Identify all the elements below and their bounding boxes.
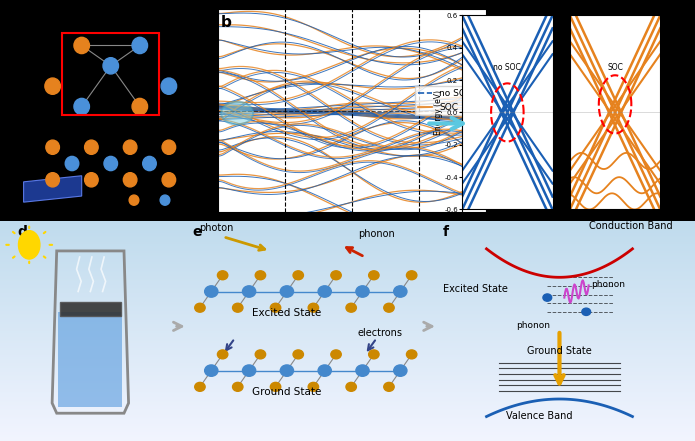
Text: Excited State: Excited State bbox=[443, 284, 507, 294]
Circle shape bbox=[46, 173, 59, 187]
Polygon shape bbox=[58, 312, 122, 407]
Circle shape bbox=[85, 173, 98, 187]
Circle shape bbox=[270, 382, 281, 391]
Circle shape bbox=[368, 350, 379, 359]
Circle shape bbox=[45, 78, 60, 94]
Circle shape bbox=[74, 37, 90, 54]
Circle shape bbox=[204, 365, 218, 376]
Circle shape bbox=[103, 58, 119, 74]
Circle shape bbox=[74, 98, 90, 115]
Circle shape bbox=[65, 157, 79, 171]
Legend: no SOC, SOC: no SOC, SOC bbox=[415, 86, 476, 115]
Circle shape bbox=[368, 271, 379, 280]
Y-axis label: Energy (eV): Energy (eV) bbox=[179, 78, 189, 143]
Circle shape bbox=[132, 98, 147, 115]
Circle shape bbox=[384, 303, 394, 312]
Polygon shape bbox=[24, 176, 82, 202]
Circle shape bbox=[233, 303, 243, 312]
Polygon shape bbox=[60, 302, 121, 316]
Circle shape bbox=[195, 382, 205, 391]
Circle shape bbox=[346, 303, 357, 312]
Circle shape bbox=[19, 231, 40, 259]
Circle shape bbox=[218, 271, 228, 280]
Circle shape bbox=[142, 157, 156, 171]
Text: Ground State: Ground State bbox=[527, 346, 592, 356]
Text: f: f bbox=[443, 224, 449, 239]
Circle shape bbox=[162, 173, 176, 187]
Circle shape bbox=[308, 303, 318, 312]
Circle shape bbox=[318, 286, 332, 297]
Ellipse shape bbox=[221, 102, 253, 124]
Circle shape bbox=[293, 350, 304, 359]
Circle shape bbox=[255, 271, 265, 280]
Circle shape bbox=[46, 140, 59, 154]
Circle shape bbox=[407, 350, 417, 359]
Circle shape bbox=[393, 286, 407, 297]
Circle shape bbox=[356, 286, 369, 297]
Text: photon: photon bbox=[199, 223, 234, 233]
Circle shape bbox=[393, 365, 407, 376]
Circle shape bbox=[582, 308, 591, 315]
Text: phonon: phonon bbox=[591, 280, 625, 289]
Text: b: b bbox=[221, 15, 232, 30]
Circle shape bbox=[293, 271, 304, 280]
Y-axis label: Energy (eV): Energy (eV) bbox=[434, 90, 443, 135]
Circle shape bbox=[218, 350, 228, 359]
Text: Excited State: Excited State bbox=[252, 308, 322, 318]
Circle shape bbox=[123, 173, 137, 187]
Circle shape bbox=[308, 382, 318, 391]
Circle shape bbox=[346, 382, 357, 391]
Circle shape bbox=[407, 271, 417, 280]
Circle shape bbox=[331, 271, 341, 280]
Circle shape bbox=[85, 140, 98, 154]
Circle shape bbox=[280, 365, 293, 376]
Circle shape bbox=[280, 286, 293, 297]
Circle shape bbox=[255, 350, 265, 359]
Text: phonon: phonon bbox=[358, 229, 395, 239]
Text: e: e bbox=[193, 224, 202, 239]
Circle shape bbox=[270, 303, 281, 312]
Circle shape bbox=[204, 286, 218, 297]
Circle shape bbox=[195, 303, 205, 312]
Circle shape bbox=[160, 195, 170, 205]
Circle shape bbox=[233, 382, 243, 391]
Text: d: d bbox=[17, 224, 27, 239]
Circle shape bbox=[356, 365, 369, 376]
Circle shape bbox=[243, 286, 256, 297]
Circle shape bbox=[543, 294, 552, 301]
Circle shape bbox=[243, 365, 256, 376]
Circle shape bbox=[331, 350, 341, 359]
Text: Ground State: Ground State bbox=[252, 387, 322, 397]
Text: no SOC: no SOC bbox=[493, 63, 521, 72]
Circle shape bbox=[318, 365, 332, 376]
Circle shape bbox=[129, 195, 139, 205]
Text: SOC: SOC bbox=[607, 63, 623, 72]
Circle shape bbox=[123, 140, 137, 154]
Circle shape bbox=[104, 157, 117, 171]
Circle shape bbox=[162, 140, 176, 154]
Text: Valence Band: Valence Band bbox=[506, 411, 573, 421]
Circle shape bbox=[132, 37, 147, 54]
Text: electrons: electrons bbox=[358, 328, 403, 338]
Circle shape bbox=[384, 382, 394, 391]
Text: Conduction Band: Conduction Band bbox=[589, 220, 672, 231]
Circle shape bbox=[161, 78, 177, 94]
Text: phonon: phonon bbox=[516, 321, 550, 330]
